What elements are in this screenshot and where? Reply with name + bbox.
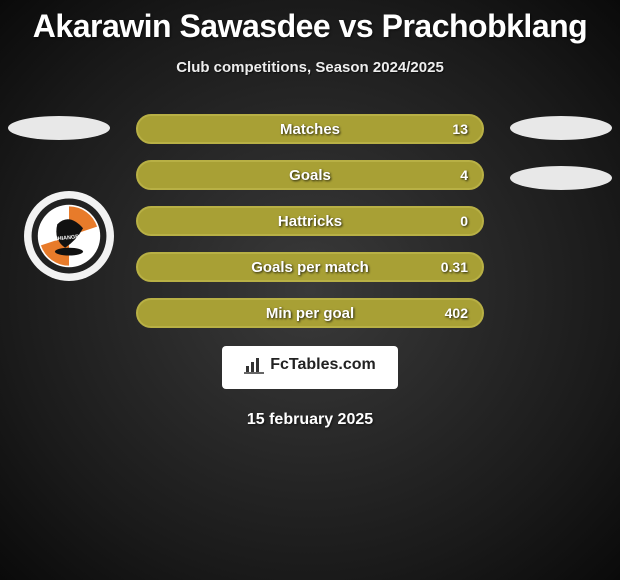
stats-area: CHIANGRAI Matches 13 Goals 4 Hattricks 0… — [0, 114, 620, 334]
player-right-placeholder-icon-1 — [510, 116, 612, 140]
footer: FcTables.com 15 february 2025 — [0, 346, 620, 429]
club-badge: CHIANGRAI — [24, 191, 114, 281]
bar-chart-icon — [244, 356, 264, 374]
player-right-placeholder-icon-2 — [510, 166, 612, 190]
stat-bars: Matches 13 Goals 4 Hattricks 0 Goals per… — [136, 114, 484, 328]
branding-box[interactable]: FcTables.com — [222, 346, 398, 389]
header: Akarawin Sawasdee vs Prachobklang Club c… — [0, 0, 620, 76]
stat-label: Matches — [280, 121, 340, 138]
stat-row-hattricks: Hattricks 0 — [136, 206, 484, 236]
stat-row-goals-per-match: Goals per match 0.31 — [136, 252, 484, 282]
stat-value: 0 — [460, 213, 468, 229]
stat-value: 4 — [460, 167, 468, 183]
stat-label: Goals per match — [251, 259, 369, 276]
stat-value: 0.31 — [441, 259, 468, 275]
stat-row-matches: Matches 13 — [136, 114, 484, 144]
stat-label: Goals — [289, 167, 331, 184]
player-left-placeholder-icon — [8, 116, 110, 140]
stat-value: 402 — [445, 305, 468, 321]
page-title: Akarawin Sawasdee vs Prachobklang — [0, 8, 620, 45]
stat-label: Min per goal — [266, 305, 354, 322]
stat-value: 13 — [452, 121, 468, 137]
branding-text: FcTables.com — [270, 356, 376, 374]
stat-row-min-per-goal: Min per goal 402 — [136, 298, 484, 328]
date-text: 15 february 2025 — [0, 411, 620, 429]
stat-label: Hattricks — [278, 213, 342, 230]
stat-row-goals: Goals 4 — [136, 160, 484, 190]
page-subtitle: Club competitions, Season 2024/2025 — [0, 59, 620, 76]
club-badge-icon: CHIANGRAI — [30, 197, 108, 275]
